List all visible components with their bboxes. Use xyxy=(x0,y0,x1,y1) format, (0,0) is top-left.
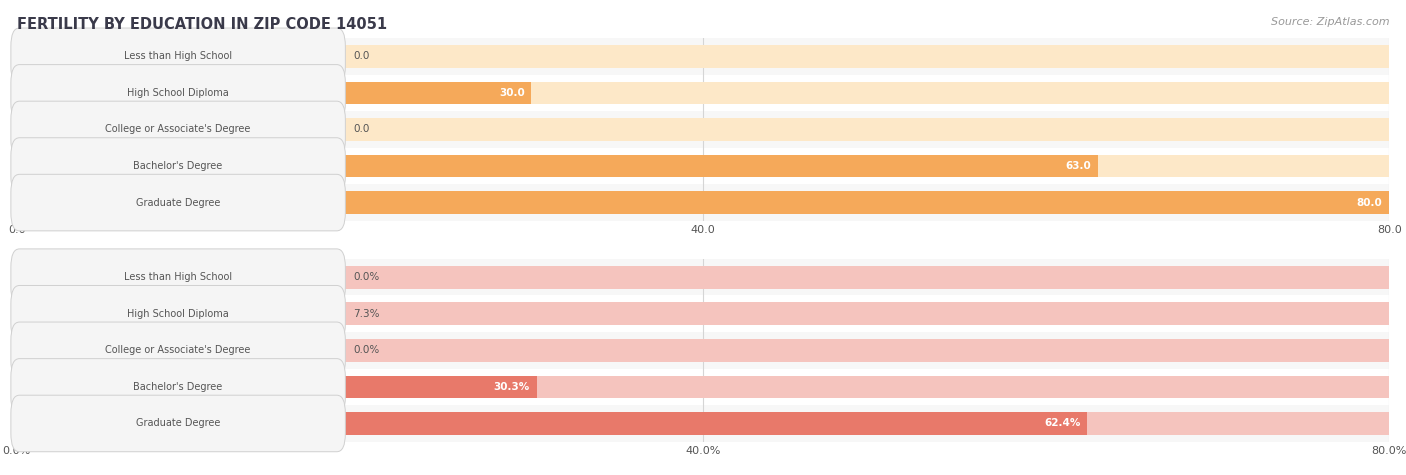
Text: College or Associate's Degree: College or Associate's Degree xyxy=(105,124,250,134)
Text: High School Diploma: High School Diploma xyxy=(127,88,229,98)
Text: Bachelor's Degree: Bachelor's Degree xyxy=(134,161,222,171)
Bar xyxy=(17,45,1389,67)
Text: Less than High School: Less than High School xyxy=(124,51,232,61)
FancyBboxPatch shape xyxy=(11,249,346,305)
FancyBboxPatch shape xyxy=(11,138,346,194)
Text: 80.0: 80.0 xyxy=(1357,198,1382,208)
Text: College or Associate's Degree: College or Associate's Degree xyxy=(105,345,250,355)
Text: 0.0: 0.0 xyxy=(353,51,370,61)
Bar xyxy=(17,111,1389,148)
Bar xyxy=(17,191,1389,214)
Bar xyxy=(17,339,1389,361)
FancyBboxPatch shape xyxy=(11,65,346,121)
Text: 30.0: 30.0 xyxy=(499,88,524,98)
Text: 0.0: 0.0 xyxy=(353,124,370,134)
Text: Bachelor's Degree: Bachelor's Degree xyxy=(134,382,222,392)
FancyBboxPatch shape xyxy=(11,101,346,158)
Bar xyxy=(17,295,1389,332)
Bar xyxy=(17,148,1389,184)
Bar xyxy=(17,303,142,325)
Text: 7.3%: 7.3% xyxy=(353,309,380,319)
Bar xyxy=(17,266,1389,288)
Text: 63.0: 63.0 xyxy=(1064,161,1091,171)
Bar xyxy=(17,82,531,104)
FancyBboxPatch shape xyxy=(11,395,346,452)
Bar xyxy=(17,376,1389,398)
Text: Source: ZipAtlas.com: Source: ZipAtlas.com xyxy=(1271,17,1389,27)
Bar xyxy=(17,405,1389,442)
Text: 30.3%: 30.3% xyxy=(494,382,530,392)
Text: 0.0%: 0.0% xyxy=(353,345,380,355)
Bar xyxy=(17,38,1389,75)
Bar xyxy=(17,82,1389,104)
FancyBboxPatch shape xyxy=(11,322,346,379)
Bar xyxy=(17,75,1389,111)
FancyBboxPatch shape xyxy=(11,174,346,231)
Text: High School Diploma: High School Diploma xyxy=(127,309,229,319)
Bar xyxy=(17,376,537,398)
Text: FERTILITY BY EDUCATION IN ZIP CODE 14051: FERTILITY BY EDUCATION IN ZIP CODE 14051 xyxy=(17,17,387,32)
Text: Graduate Degree: Graduate Degree xyxy=(136,198,221,208)
Text: 0.0%: 0.0% xyxy=(353,272,380,282)
Bar xyxy=(17,303,1389,325)
Bar xyxy=(17,155,1389,177)
FancyBboxPatch shape xyxy=(11,28,346,85)
Bar xyxy=(17,191,1389,214)
Bar xyxy=(17,184,1389,221)
Bar xyxy=(17,412,1389,435)
FancyBboxPatch shape xyxy=(11,285,346,342)
Bar xyxy=(17,155,1098,177)
Bar xyxy=(17,259,1389,295)
Text: Less than High School: Less than High School xyxy=(124,272,232,282)
Text: Graduate Degree: Graduate Degree xyxy=(136,418,221,428)
Bar xyxy=(17,118,1389,141)
FancyBboxPatch shape xyxy=(11,359,346,415)
Bar xyxy=(17,332,1389,369)
Bar xyxy=(17,369,1389,405)
Bar xyxy=(17,412,1087,435)
Text: 62.4%: 62.4% xyxy=(1045,418,1080,428)
